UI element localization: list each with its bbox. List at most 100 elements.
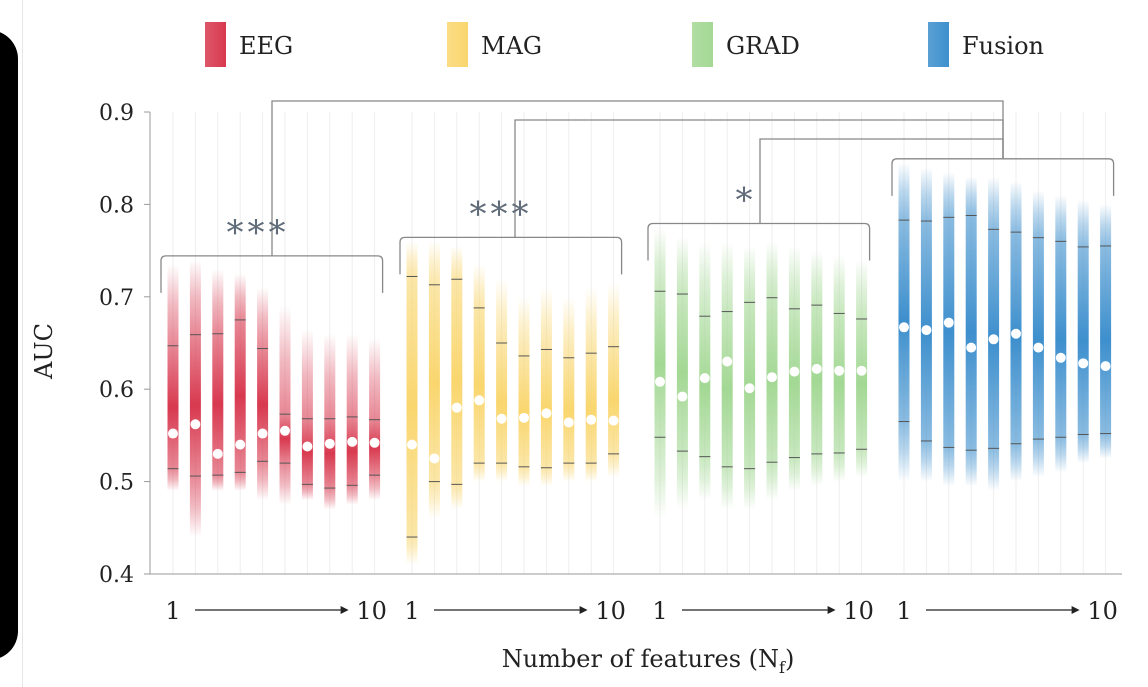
significance-stars: *: [736, 181, 757, 221]
legend-swatch-mag: [447, 22, 468, 67]
median-point: [347, 436, 358, 447]
x-start-label: 1: [404, 597, 419, 625]
box-eeg: [257, 287, 269, 501]
median-point: [767, 372, 777, 383]
box-mag: [451, 245, 463, 510]
median-point: [899, 322, 909, 333]
median-point: [722, 356, 733, 367]
boxes: [167, 162, 1112, 565]
legend-swatch-grad: [692, 22, 713, 67]
box-mag: [518, 296, 530, 487]
legend-label-eeg: EEG: [239, 32, 293, 60]
x-arrow-head: [827, 606, 836, 614]
median-point: [1033, 342, 1044, 353]
y-axis-label: AUC: [30, 323, 58, 380]
box-grad: [766, 241, 778, 501]
box-eeg: [167, 264, 179, 491]
median-point: [677, 391, 688, 402]
x-arrow-head: [1071, 606, 1080, 614]
x-axis-label: Number of features (Nf): [502, 645, 795, 677]
legend: EEG MAG GRAD Fusion: [205, 22, 1044, 67]
median-point: [168, 428, 178, 439]
box-fusion: [943, 172, 955, 487]
x-end-label: 10: [595, 597, 626, 625]
median-point: [655, 376, 665, 387]
box-fusion: [1100, 204, 1112, 459]
x-axis-label-close: ): [785, 645, 794, 673]
median-point: [744, 383, 755, 394]
x-arrow-head: [340, 606, 349, 614]
x-start-label: 1: [896, 597, 911, 625]
median-point: [302, 441, 313, 452]
frame-divider: [22, 0, 23, 687]
box-grad: [654, 227, 666, 519]
median-point: [943, 317, 954, 328]
median-point: [789, 366, 800, 377]
group-bracket: [399, 236, 623, 275]
median-point: [235, 439, 246, 450]
legend-swatch-eeg: [205, 22, 226, 67]
median-point: [1055, 352, 1066, 363]
median-point: [280, 425, 290, 436]
median-point: [1078, 358, 1089, 369]
significance-connector: [759, 138, 1004, 224]
median-point: [1100, 361, 1111, 372]
x-end-label: 10: [843, 597, 874, 625]
median-point: [407, 439, 417, 450]
box-fusion: [898, 162, 910, 482]
x-start-label: 1: [165, 597, 180, 625]
significance-stars: ***: [227, 213, 290, 253]
box-grad: [721, 241, 733, 510]
box-grad: [699, 241, 711, 501]
box-grad: [744, 245, 756, 510]
median-point: [966, 342, 977, 353]
x-start-label: 1: [652, 597, 667, 625]
x-range-markers: 1 10 1 10 1 10 1 10: [165, 597, 1118, 625]
y-tick-label: 0.9: [99, 101, 134, 126]
median-point: [1011, 328, 1021, 339]
significance-connector: [271, 100, 1004, 256]
median-point: [190, 419, 201, 430]
median-point: [586, 414, 597, 425]
significance-brackets: *** *** *: [160, 100, 1115, 293]
median-point: [921, 325, 932, 336]
median-point: [429, 453, 440, 464]
y-tick-label: 0.8: [99, 193, 134, 218]
median-point: [608, 415, 619, 426]
box-eeg: [234, 273, 246, 491]
median-point: [834, 365, 845, 376]
median-point: [369, 437, 380, 448]
significance-stars: ***: [470, 194, 533, 234]
median-point: [451, 402, 462, 413]
box-mag: [563, 296, 575, 482]
box-eeg: [279, 306, 291, 505]
median-point: [496, 413, 507, 424]
box-mag: [473, 264, 485, 482]
median-point: [988, 334, 999, 345]
x-end-label: 10: [1087, 597, 1118, 625]
median-point: [324, 438, 335, 449]
median-point: [811, 363, 822, 374]
box-eeg: [212, 269, 224, 491]
box-fusion: [1032, 190, 1044, 477]
y-tick-label: 0.6: [99, 378, 134, 403]
axes: [149, 112, 1122, 575]
x-axis-label-main: Number of features (N: [502, 645, 779, 673]
box-mag: [540, 287, 552, 487]
y-tick-label: 0.7: [99, 286, 134, 311]
legend-swatch-fusion: [928, 22, 949, 67]
frame-edge: [0, 30, 18, 660]
box-eeg: [346, 333, 358, 505]
y-tick-label: 0.5: [99, 471, 134, 496]
y-ticks: 0.4 0.5 0.6 0.7 0.8 0.9: [99, 101, 150, 588]
box-fusion: [988, 176, 1000, 491]
box-eeg: [324, 333, 336, 510]
box-mag: [428, 241, 440, 519]
box-eeg: [301, 329, 313, 501]
box-mag: [406, 241, 418, 565]
median-point: [519, 412, 529, 423]
box-mag: [608, 282, 620, 477]
x-axis-label-subscript: f: [779, 658, 786, 677]
median-point: [699, 373, 710, 384]
